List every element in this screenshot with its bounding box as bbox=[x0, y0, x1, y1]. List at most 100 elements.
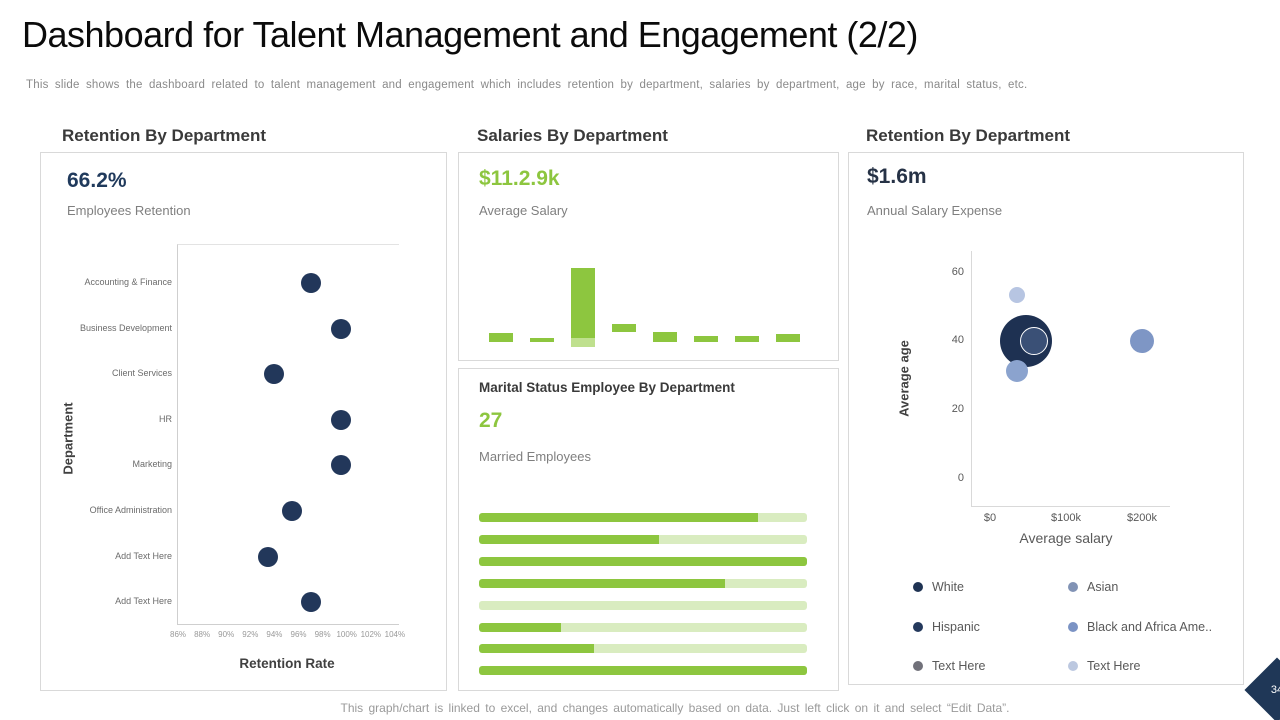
salaries-kpi-label: Average Salary bbox=[479, 203, 568, 218]
x-axis-tick-label: 100% bbox=[336, 630, 357, 639]
dot-category-label: Business Development bbox=[79, 322, 172, 333]
slide-subtitle: This slide shows the dashboard related t… bbox=[26, 79, 1028, 91]
bubble-point bbox=[1005, 359, 1028, 382]
salary-bar-base-segment bbox=[571, 338, 595, 347]
retention-kpi-label: Employees Retention bbox=[67, 203, 191, 218]
legend-label: Text Here bbox=[1087, 659, 1141, 673]
x-axis-tick-label: 86% bbox=[169, 630, 187, 639]
dot-category-label: Add Text Here bbox=[115, 596, 172, 607]
x-axis-tick-label: 98% bbox=[314, 630, 331, 639]
marital-bar-fill bbox=[479, 578, 725, 588]
bubble-plot-area[interactable]: 60 40 20 0 $0 $100k $200k bbox=[952, 251, 1170, 524]
retention-dot bbox=[300, 273, 321, 293]
bubble-legend: White Asian Hispanic Black and Africa Ame..… bbox=[849, 573, 1243, 683]
y-axis-tick-label: 60 bbox=[951, 265, 964, 278]
dot-category-label: Client Services bbox=[111, 368, 172, 379]
salary-bar bbox=[776, 334, 800, 342]
marital-bar-track bbox=[479, 556, 807, 566]
salary-bar bbox=[530, 338, 554, 342]
marital-bar-list[interactable] bbox=[479, 513, 807, 678]
marital-bar-track bbox=[479, 622, 807, 632]
salaries-card: $11.2.9k Average Salary bbox=[458, 152, 839, 361]
legend-label: Black and Africa Ame.. bbox=[1087, 619, 1213, 634]
retention-dot bbox=[330, 318, 351, 339]
marital-bar-fill bbox=[479, 556, 807, 566]
marital-bar-track bbox=[479, 578, 807, 588]
marital-panel-heading: Marital Status Employee By Department bbox=[479, 380, 735, 395]
dot-plot-x-axis-title: Retention Rate bbox=[239, 656, 335, 671]
x-axis-tick-label: 92% bbox=[242, 630, 259, 639]
salaries-bar-chart[interactable] bbox=[459, 153, 838, 360]
x-axis-tick-label: 102% bbox=[360, 630, 382, 639]
x-axis-tick-label: 104% bbox=[384, 630, 406, 639]
legend-item: Text Here bbox=[1068, 659, 1141, 673]
salary-bar bbox=[653, 332, 677, 342]
legend-item: Black and Africa Ame.. bbox=[1068, 620, 1212, 634]
x-axis-tick-label: 96% bbox=[290, 630, 307, 639]
legend-dot bbox=[1068, 661, 1078, 671]
slide-title: Dashboard for Talent Management and Enga… bbox=[22, 14, 918, 55]
legend-item: Hispanic bbox=[913, 620, 980, 634]
salary-bar bbox=[612, 324, 636, 332]
marital-bar-fill bbox=[479, 666, 807, 676]
legend-label: Text Here bbox=[932, 659, 986, 673]
marital-card: Marital Status Employee By Department 27… bbox=[458, 368, 839, 691]
x-axis-tick-label: 88% bbox=[194, 630, 211, 639]
retention-dot bbox=[264, 364, 285, 385]
retention-dot-plot-area[interactable]: Accounting & Finance Business Development… bbox=[80, 244, 405, 639]
marital-bar-track bbox=[479, 534, 807, 544]
salary-bar bbox=[735, 336, 759, 342]
salaries-panel-heading: Salaries By Department bbox=[477, 126, 668, 145]
bubble-point bbox=[1130, 329, 1154, 354]
page-number: 34 bbox=[1270, 684, 1280, 696]
legend-label: Asian bbox=[1087, 580, 1119, 594]
y-axis-tick-label: 0 bbox=[957, 472, 964, 484]
x-axis-tick-label: 90% bbox=[218, 630, 235, 639]
bubble-kpi-label: Annual Salary Expense bbox=[867, 203, 1003, 218]
x-axis-tick-label: $0 bbox=[983, 512, 997, 524]
y-axis-tick-label: 20 bbox=[951, 403, 964, 416]
salary-bar bbox=[694, 336, 718, 342]
legend-label: Hispanic bbox=[932, 619, 980, 634]
legend-label: White bbox=[932, 580, 964, 594]
marital-bar-fill bbox=[479, 534, 660, 544]
x-axis-tick-label: $200k bbox=[1127, 512, 1157, 524]
dot-category-label: Office Administration bbox=[89, 505, 172, 515]
bubble-card: $1.6m Annual Salary Expense Average age … bbox=[848, 152, 1244, 685]
marital-bar-track bbox=[479, 644, 807, 654]
marital-bar-track bbox=[479, 666, 807, 676]
bubble-point bbox=[1020, 326, 1049, 355]
marital-bar-track bbox=[479, 513, 807, 522]
legend-dot bbox=[913, 621, 923, 632]
dot-category-label: Marketing bbox=[132, 459, 172, 470]
dot-category-label: Add Text Here bbox=[115, 550, 172, 561]
bubble-point bbox=[1008, 286, 1025, 303]
bubble-y-axis-title: Average age bbox=[896, 340, 912, 417]
marital-kpi-label: Married Employees bbox=[479, 449, 591, 464]
retention-dot bbox=[300, 592, 321, 613]
legend-item: White bbox=[913, 580, 964, 594]
bubble-kpi-value: $1.6m bbox=[867, 165, 927, 188]
legend-dot bbox=[913, 582, 923, 592]
legend-dot bbox=[1068, 582, 1078, 592]
marital-bar-fill bbox=[479, 513, 758, 522]
dot-category-label: Accounting & Finance bbox=[84, 277, 172, 287]
retention-dot bbox=[258, 546, 279, 567]
y-axis-tick-label: 40 bbox=[951, 334, 964, 347]
dot-category-label: HR bbox=[159, 413, 172, 424]
marital-bar-fill bbox=[479, 644, 594, 654]
retention-card: 66.2% Employees Retention Department Acc… bbox=[40, 152, 447, 691]
legend-dot bbox=[1068, 621, 1078, 632]
legend-item: Asian bbox=[1068, 580, 1118, 594]
retention-dot bbox=[330, 455, 351, 476]
dot-plot-y-axis-title: Department bbox=[60, 402, 76, 475]
marital-kpi-value: 27 bbox=[479, 409, 503, 432]
retention-dot bbox=[330, 409, 351, 430]
marital-bar-track bbox=[479, 600, 807, 610]
retention-kpi-value: 66.2% bbox=[67, 169, 127, 192]
legend-dot bbox=[913, 661, 923, 671]
salaries-kpi-value: $11.2.9k bbox=[479, 167, 560, 190]
x-axis-tick-label: 94% bbox=[266, 630, 283, 639]
retention-dot bbox=[282, 501, 303, 521]
